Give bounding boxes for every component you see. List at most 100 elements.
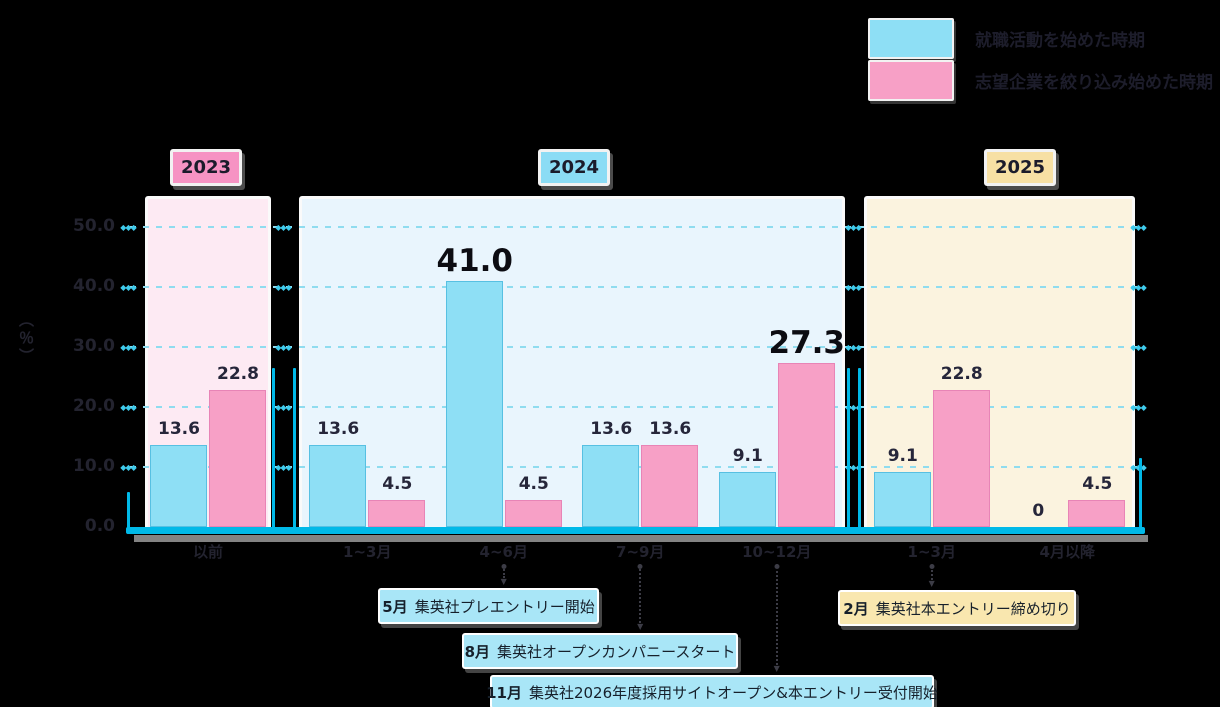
y-axis-unit-label: （％） bbox=[17, 312, 35, 366]
legend-label-narrow-down: 志望企業を絞り込み始めた時期 bbox=[975, 73, 1213, 93]
gridline-marker: ◆◆◆ bbox=[845, 223, 862, 232]
gridline-marker: ◆◆◆ bbox=[120, 283, 137, 292]
value-label-narrow: 22.8 bbox=[217, 364, 259, 385]
value-label-start: 9.1 bbox=[887, 446, 918, 467]
bar-start-1~3月 bbox=[873, 472, 931, 527]
gridline-marker: ◆◆◆ bbox=[1130, 343, 1147, 352]
gridline-marker: ◆◆◆ bbox=[1130, 283, 1147, 292]
bar-start-10~12月 bbox=[718, 472, 776, 527]
gridline-marker: ◆◆◆ bbox=[1130, 403, 1147, 412]
annotation-text: 集英社オープンカンパニースタート bbox=[497, 642, 736, 661]
gridline-marker: ◆◆◆ bbox=[275, 283, 292, 292]
connector-arrow-icon: ▼ bbox=[500, 577, 507, 586]
gridline-marker: ◆◆◆ bbox=[275, 343, 292, 352]
gridline-marker: ◆◆◆ bbox=[275, 403, 292, 412]
y-tick-label-30.0: 30.0 bbox=[73, 336, 115, 356]
x-tick-label-以前: 以前 bbox=[192, 543, 224, 561]
connector-arrow-icon: ▼ bbox=[773, 664, 780, 673]
bar-start-4~6月 bbox=[445, 281, 503, 527]
annotation-text: 集英社プレエントリー開始 bbox=[414, 597, 595, 616]
year-badge-2025: 2025 bbox=[984, 149, 1056, 186]
value-label-narrow: 27.3 bbox=[768, 325, 846, 362]
annotation-box-11月: 11月 集英社2026年度採用サイトオープン&本エントリー受付開始 bbox=[486, 675, 938, 707]
y-tick-label-50.0: 50.0 bbox=[73, 216, 115, 236]
y-axis-segment bbox=[272, 368, 275, 534]
value-label-narrow: 4.5 bbox=[1082, 474, 1113, 494]
gridline-marker: ◆◆◆ bbox=[845, 463, 862, 472]
connector-arrow-icon: ▼ bbox=[928, 579, 935, 588]
x-tick-label-7~9月: 7~9月 bbox=[616, 543, 665, 561]
value-label-narrow: 13.6 bbox=[649, 419, 692, 440]
bar-narrow-4月以降 bbox=[1068, 500, 1126, 527]
gridline-marker: ◆◆◆ bbox=[1130, 223, 1147, 232]
y-tick-label-20.0: 20.0 bbox=[73, 396, 115, 416]
value-label-narrow: 22.8 bbox=[940, 364, 983, 385]
y-tick-label-40.0: 40.0 bbox=[73, 276, 115, 296]
bar-narrow-1~3月 bbox=[932, 390, 990, 527]
y-tick-label-10.0: 10.0 bbox=[73, 456, 115, 476]
x-tick-label-1~3月: 1~3月 bbox=[343, 543, 392, 561]
gridline-marker: ◆◆◆ bbox=[120, 343, 137, 352]
gridline-marker: ◆◆◆ bbox=[1130, 463, 1147, 472]
annotation-month: 2月 bbox=[843, 599, 869, 618]
annotation-month: 5月 bbox=[382, 597, 408, 616]
bar-start-7~9月 bbox=[582, 445, 640, 527]
value-label-start: 13.6 bbox=[590, 419, 633, 440]
bar-start-1~3月 bbox=[309, 445, 367, 527]
y-axis-segment bbox=[858, 368, 861, 534]
x-axis-shadow bbox=[134, 535, 1148, 542]
connector-line bbox=[930, 566, 933, 580]
legend-swatch-job-start bbox=[868, 18, 954, 59]
value-label-start: 41.0 bbox=[436, 243, 514, 279]
legend-label-job-start: 就職活動を始めた時期 bbox=[975, 31, 1145, 51]
y-tick-label-0.0: 0.0 bbox=[84, 516, 115, 536]
gridline-marker: ◆◆◆ bbox=[845, 283, 862, 292]
y-axis-segment bbox=[127, 492, 130, 534]
year-badge-2023: 2023 bbox=[170, 149, 242, 186]
gridline-30.0 bbox=[130, 346, 1142, 348]
connector-arrow-icon: ▼ bbox=[637, 622, 644, 631]
value-label-start: 0 bbox=[1032, 501, 1045, 521]
year-badge-2024: 2024 bbox=[538, 149, 610, 186]
annotation-box-5月: 5月 集英社プレエントリー開始 bbox=[378, 588, 599, 624]
value-label-narrow: 4.5 bbox=[518, 474, 549, 494]
bar-narrow-以前 bbox=[209, 390, 266, 527]
gridline-marker: ◆◆◆ bbox=[120, 403, 137, 412]
x-tick-label-10~12月: 10~12月 bbox=[742, 543, 812, 561]
bar-start-以前 bbox=[150, 445, 207, 527]
x-tick-label-4~6月: 4~6月 bbox=[479, 543, 528, 561]
y-axis-segment bbox=[1139, 458, 1142, 534]
legend-swatch-narrow-down bbox=[868, 60, 954, 101]
y-axis-segment bbox=[847, 368, 850, 534]
annotation-text: 集英社本エントリー締め切り bbox=[875, 599, 1071, 618]
value-label-start: 9.1 bbox=[732, 446, 763, 467]
gridline-marker: ◆◆◆ bbox=[275, 463, 292, 472]
x-tick-label-4月以降: 4月以降 bbox=[1039, 543, 1095, 561]
connector-line bbox=[502, 566, 505, 578]
annotation-box-8月: 8月 集英社オープンカンパニースタート bbox=[462, 633, 738, 669]
x-tick-label-1~3月: 1~3月 bbox=[907, 543, 956, 561]
bar-narrow-7~9月 bbox=[641, 445, 699, 527]
value-label-start: 13.6 bbox=[158, 419, 200, 440]
bar-narrow-10~12月 bbox=[777, 363, 835, 527]
gridline-marker: ◆◆◆ bbox=[120, 223, 137, 232]
value-label-start: 13.6 bbox=[317, 419, 360, 440]
annotation-month: 11月 bbox=[486, 683, 522, 702]
gridline-50.0 bbox=[130, 226, 1142, 228]
value-label-narrow: 4.5 bbox=[382, 474, 413, 494]
gridline-marker: ◆◆◆ bbox=[120, 463, 137, 472]
bar-narrow-4~6月 bbox=[504, 500, 562, 527]
gridline-marker: ◆◆◆ bbox=[275, 223, 292, 232]
gridline-20.0 bbox=[130, 406, 1142, 408]
bar-narrow-1~3月 bbox=[368, 500, 426, 527]
gridline-40.0 bbox=[130, 286, 1142, 288]
connector-line bbox=[639, 566, 642, 623]
annotation-text: 集英社2026年度採用サイトオープン&本エントリー受付開始 bbox=[528, 683, 938, 702]
gridline-marker: ◆◆◆ bbox=[845, 343, 862, 352]
gridline-marker: ◆◆◆ bbox=[845, 403, 862, 412]
y-axis-segment bbox=[293, 368, 296, 534]
x-axis-line bbox=[126, 527, 1145, 534]
annotation-month: 8月 bbox=[464, 642, 491, 661]
annotation-box-2月: 2月 集英社本エントリー締め切り bbox=[838, 590, 1076, 626]
